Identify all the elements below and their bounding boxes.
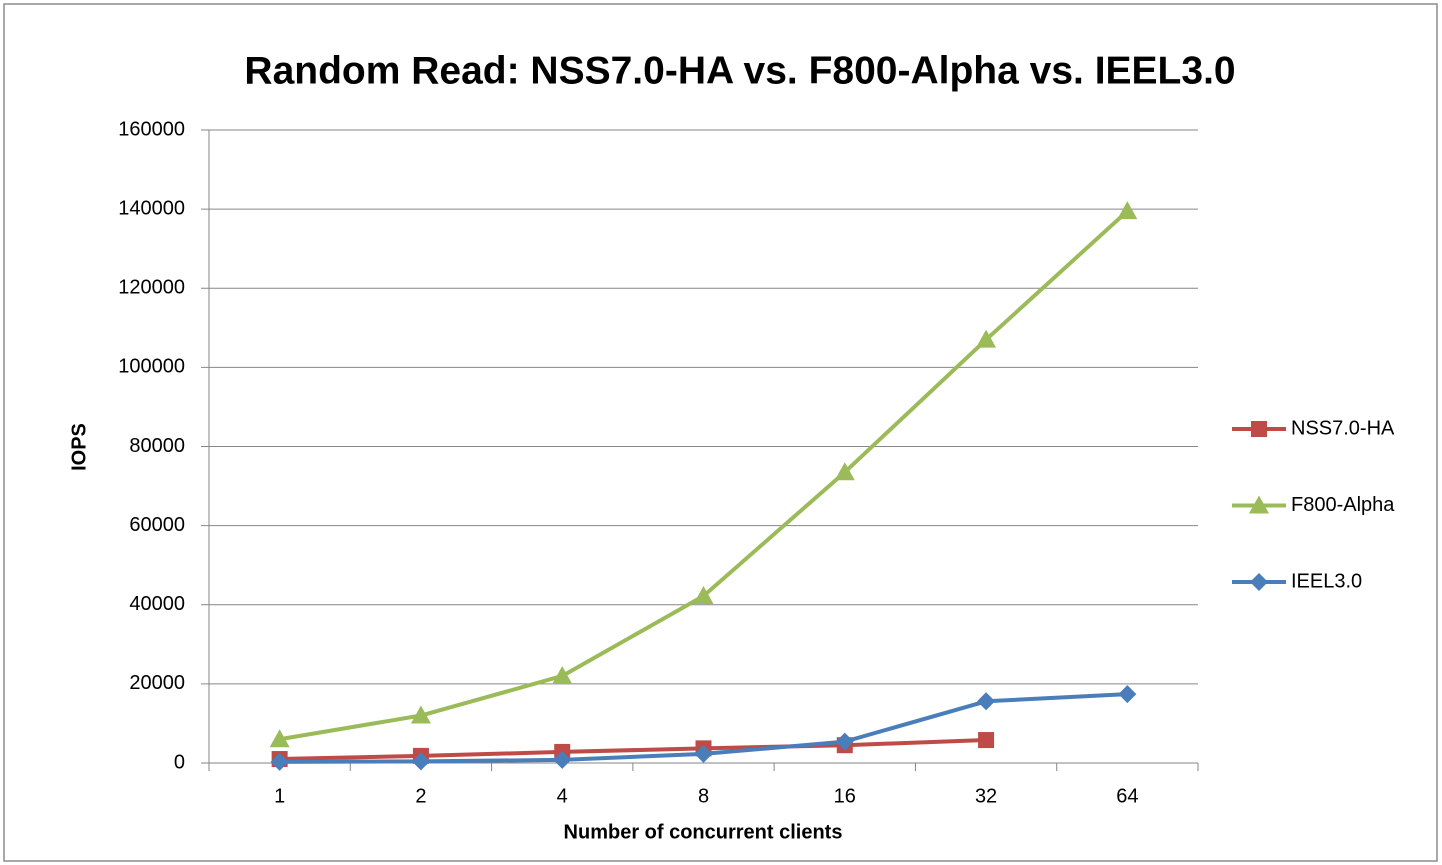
data-point [1117,201,1138,220]
series-line [279,738,987,762]
chart-title: Random Read: NSS7.0-HA vs. F800-Alpha vs… [244,49,1235,92]
legend-label: NSS7.0-HA [1291,417,1395,439]
legend-marker [1249,495,1269,514]
y-tick-label: 40000 [129,593,185,615]
data-point [1118,685,1137,704]
data-point [835,732,854,751]
chart-border [3,3,1438,862]
x-tick-label: 16 [834,785,856,807]
y-tick-label: 120000 [118,277,185,299]
data-point [693,586,714,605]
x-axis-title: Number of concurrent clients [564,821,843,843]
data-point [977,692,996,711]
y-tick-label: 60000 [129,514,185,536]
data-point [270,752,289,771]
y-tick-label: 20000 [129,672,185,694]
data-point [552,665,573,684]
x-tick-label: 1 [274,785,285,807]
x-tick-label: 4 [557,785,568,807]
data-point [553,750,572,769]
legend-marker [1251,421,1267,437]
y-tick-label: 160000 [118,118,185,140]
x-tick-label: 2 [415,785,426,807]
x-tick-label: 32 [975,785,997,807]
data-point [269,729,290,748]
y-tick-label: 140000 [118,197,185,219]
data-point [834,462,855,481]
legend-marker [1250,573,1268,591]
y-tick-label: 100000 [118,356,185,378]
y-axis-title: IOPS [68,423,90,471]
y-tick-label: 80000 [129,435,185,457]
legend-label: F800-Alpha [1291,494,1395,516]
x-tick-label: 64 [1116,785,1138,807]
data-point [978,732,995,749]
legend-label: IEEL3.0 [1291,570,1362,592]
y-tick-label: 0 [174,751,185,773]
data-point [411,752,430,771]
x-tick-label: 8 [698,785,709,807]
data-point [694,744,713,763]
data-point [976,329,997,348]
data-point [410,705,431,724]
